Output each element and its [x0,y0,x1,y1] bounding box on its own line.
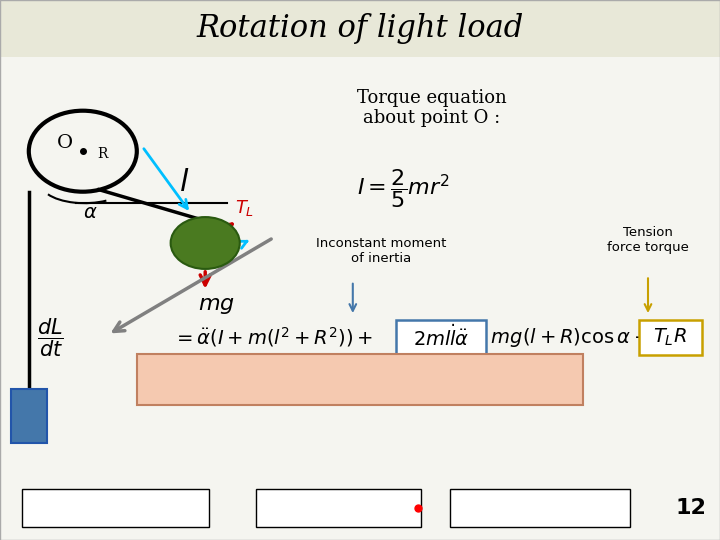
Text: Rotation of light load: Rotation of light load [197,12,523,44]
Text: $T_L$: $T_L$ [235,198,254,218]
Text: Quantitative model: Quantitative model [270,503,378,512]
Text: $mg$: $mg$ [197,294,235,316]
Text: O: O [57,134,73,152]
Text: Torque equation
about point O :: Torque equation about point O : [357,89,507,127]
Text: Inconstant moment
of inertia: Inconstant moment of inertia [316,237,447,265]
FancyBboxPatch shape [639,320,702,355]
Text: r: r [199,232,208,249]
FancyBboxPatch shape [396,320,486,355]
Text: Qualitative explanation: Qualitative explanation [35,503,166,512]
FancyBboxPatch shape [256,489,421,526]
Text: R: R [98,147,108,161]
Text: $\alpha$: $\alpha$ [83,204,97,222]
Text: 12: 12 [676,497,706,518]
Text: $l$: $l$ [179,167,189,198]
Text: $= mg(l+R)\cos\alpha-$: $= mg(l+R)\cos\alpha-$ [467,326,649,349]
Text: $= \ddot{\alpha}(I+m(l^2+R^2))+$: $= \ddot{\alpha}(I+m(l^2+R^2))+$ [174,326,374,349]
Text: Described light load movement: Described light load movement [205,370,515,389]
Text: $2ml\dot{l}\ddot{\alpha}$: $2ml\dot{l}\ddot{\alpha}$ [413,325,469,350]
FancyBboxPatch shape [450,489,630,526]
Text: $I = \dfrac{2}{5}mr^2$: $I = \dfrac{2}{5}mr^2$ [357,167,449,211]
Text: $T_L R$: $T_L R$ [654,327,687,348]
Circle shape [171,217,240,269]
FancyBboxPatch shape [22,489,209,526]
FancyBboxPatch shape [137,354,583,405]
FancyBboxPatch shape [0,0,720,57]
FancyBboxPatch shape [11,389,47,443]
Text: Tension
force torque: Tension force torque [607,226,689,254]
Text: $\dfrac{dL}{dt}$: $\dfrac{dL}{dt}$ [37,316,64,359]
Text: Parametric investigation: Parametric investigation [457,503,594,512]
Text: ✓: ✓ [195,500,208,515]
